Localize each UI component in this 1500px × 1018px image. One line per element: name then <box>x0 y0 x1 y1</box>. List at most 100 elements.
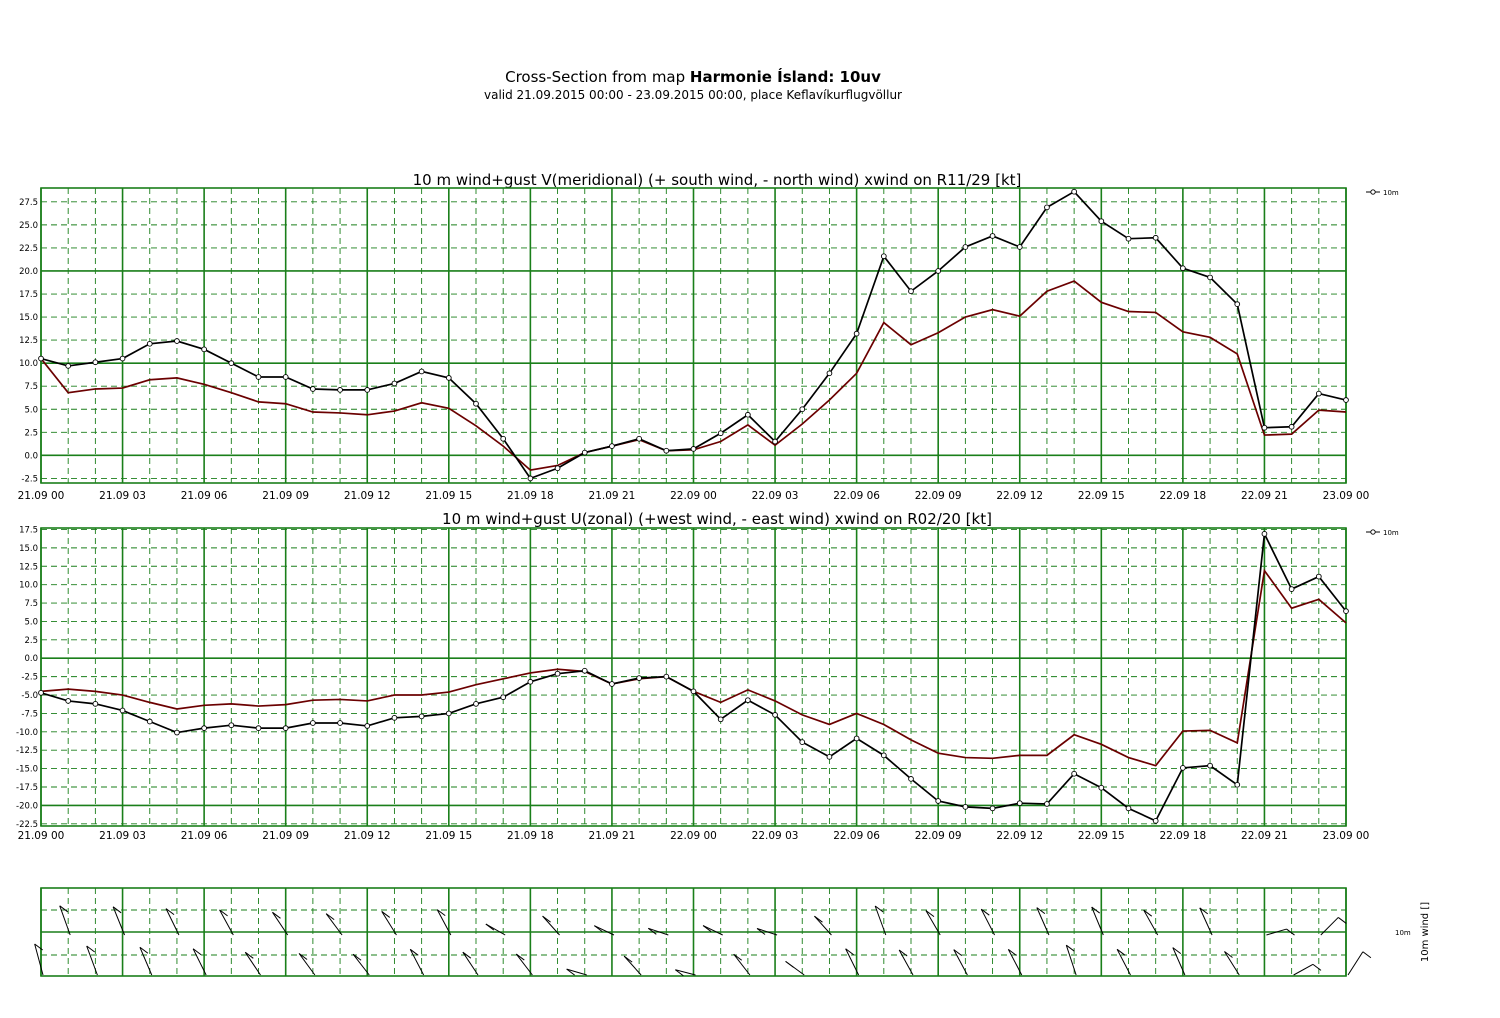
y-tick-label: 10.0 <box>19 581 38 591</box>
wind-series-point <box>500 435 507 442</box>
wind-series-point <box>663 447 670 454</box>
wind-series-point <box>146 340 153 347</box>
plot-frame <box>40 527 1347 827</box>
wind-barb <box>1293 963 1314 976</box>
wind-barb-flag <box>1008 948 1017 956</box>
wind-series-point <box>310 720 316 726</box>
wind-series-point <box>989 805 996 812</box>
wind-barb-flag <box>219 909 228 917</box>
wind-barb-flag <box>845 948 854 956</box>
wind-barb-flag <box>1286 928 1295 936</box>
y-tick-label: -22.5 <box>16 820 38 830</box>
wind-barb-flag <box>485 923 495 931</box>
wind-barb <box>219 909 234 936</box>
y-tick-label: -12.5 <box>16 746 38 756</box>
panel2-legend-label: 10m <box>1383 529 1399 537</box>
x-tick-label: 21.09 03 <box>99 830 146 842</box>
wind-barb-flag <box>1199 907 1209 915</box>
wind-series-point <box>310 386 316 392</box>
wind-series-point <box>391 714 398 721</box>
wind-barb-flag <box>298 953 308 960</box>
wind-series-point <box>418 368 425 375</box>
y-tick-label: 15.0 <box>19 544 38 554</box>
wind-barb <box>139 947 153 976</box>
wind-barb-flag <box>1116 948 1126 956</box>
x-tick-label: 21.09 15 <box>425 830 472 842</box>
wind-barb-flag <box>1036 907 1046 915</box>
wind-series-point <box>337 720 343 726</box>
wind-barb <box>59 905 71 936</box>
page-subtitle: valid 21.09.2015 00:00 - 23.09.2015 00:0… <box>483 88 902 102</box>
wind-barb-flag <box>1224 951 1233 958</box>
x-tick-label: 22.09 18 <box>1159 490 1206 502</box>
plot-frame <box>40 187 1347 484</box>
wind-series-point <box>1098 784 1105 791</box>
wind-series-point <box>1044 204 1050 211</box>
wind-series-point <box>1288 423 1295 430</box>
wind-barb-flag <box>874 905 884 913</box>
wind-series-point <box>745 411 751 418</box>
wind-barb <box>1172 947 1186 976</box>
title-prefix: Cross-Section from map <box>505 68 686 86</box>
wind-series-point <box>690 446 697 452</box>
wind-series-point <box>1071 188 1077 195</box>
y-tick-label: 10.0 <box>19 359 38 369</box>
wind-barb-flag <box>566 968 575 976</box>
wind-barb-flag <box>733 953 743 961</box>
wind-barb <box>1320 917 1339 936</box>
wind-series-point <box>445 710 452 717</box>
panel1-legend-label: 10m <box>1383 189 1399 197</box>
wind-barb-flag <box>785 960 794 968</box>
y-tick-label: 22.5 <box>19 244 38 254</box>
wind-barb-flag <box>244 951 254 959</box>
x-tick-label: 21.09 00 <box>18 830 65 842</box>
wind-series-point <box>690 688 697 695</box>
wind-barb <box>898 949 914 976</box>
wind-series-point <box>282 374 289 380</box>
wind-series-point <box>418 713 425 720</box>
y-tick-label: 0.0 <box>24 451 38 461</box>
wind-barb <box>352 953 370 976</box>
wind-barb-flag <box>756 928 766 935</box>
y-tick-label: -5.0 <box>21 691 38 701</box>
wind-series-point <box>609 443 615 449</box>
wind-series-point <box>1152 817 1159 824</box>
wind-series-point <box>228 360 235 367</box>
wind-barb <box>733 953 751 976</box>
wind-barb-flag <box>814 915 823 923</box>
wind-series-point <box>880 253 887 260</box>
wind-series-point <box>500 694 507 701</box>
wind-barb <box>325 913 343 936</box>
wind-barb-flag <box>409 948 419 956</box>
panel3-barbs <box>34 887 1372 977</box>
wind-series-point <box>65 698 72 704</box>
wind-series-point <box>473 701 479 707</box>
wind-barb <box>515 953 533 976</box>
wind-series-point <box>146 718 153 725</box>
wind-barb <box>1347 951 1364 976</box>
wind-series-point <box>962 244 969 250</box>
plot-frame <box>40 887 1347 977</box>
wind-barb <box>1224 951 1240 976</box>
y-tick-label: -17.5 <box>16 783 38 793</box>
x-tick-label: 21.09 18 <box>507 830 554 842</box>
wind-series-point <box>581 449 588 456</box>
wind-series-point <box>92 359 99 366</box>
barb-ylabel: 10m wind [] <box>1420 902 1431 962</box>
wind-series-point <box>228 722 235 729</box>
wind-series-point <box>908 776 914 782</box>
y-tick-label: 20.0 <box>19 267 38 277</box>
y-tick-label: 5.0 <box>24 617 38 627</box>
x-tick-label: 23.09 00 <box>1323 830 1370 842</box>
wind-barb <box>874 905 887 936</box>
wind-barb-flag <box>925 910 935 917</box>
wind-barb-flag <box>352 953 362 961</box>
wind-barb-flag <box>702 925 712 932</box>
wind-barb-flag <box>112 906 122 914</box>
wind-series-point <box>935 268 942 274</box>
panel1-plot: 27.5 25.0 22.5 20.0 17.5 15.0 12.5 10.0 7.5 5.0 2.… <box>18 187 1369 502</box>
x-tick-label: 21.09 03 <box>99 490 146 502</box>
wind-series-point <box>364 723 371 729</box>
wind-barb <box>845 948 860 976</box>
